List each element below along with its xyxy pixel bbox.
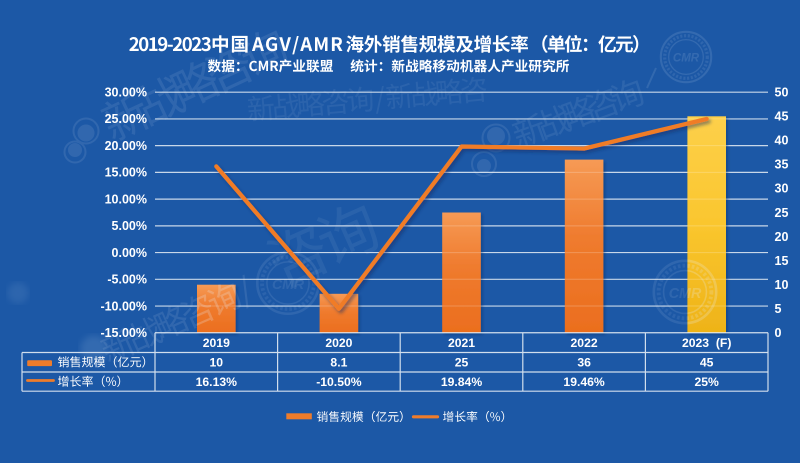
svg-text:19.46%: 19.46% [563,375,604,389]
svg-text:45: 45 [700,355,714,369]
svg-text:36: 36 [577,355,591,369]
svg-text:15: 15 [775,254,789,268]
svg-text:35: 35 [775,158,789,172]
svg-text:25%: 25% [694,375,719,389]
svg-text:30.00%: 30.00% [105,86,147,100]
svg-text:-5.00%: -5.00% [107,273,147,287]
svg-text:-15.00%: -15.00% [100,326,147,340]
svg-text:10: 10 [210,355,224,369]
svg-text:2022: 2022 [571,336,598,350]
svg-text:0.00%: 0.00% [112,246,147,260]
svg-text:10: 10 [775,278,789,292]
svg-text:20.00%: 20.00% [105,139,147,153]
svg-text:25: 25 [775,206,789,220]
svg-text:2021: 2021 [448,336,475,350]
svg-text:25: 25 [455,355,469,369]
svg-text:10.00%: 10.00% [105,192,147,206]
svg-text:50: 50 [775,86,789,100]
svg-text:2020: 2020 [325,336,352,350]
svg-text:-10.00%: -10.00% [100,299,147,313]
svg-text:16.13%: 16.13% [196,375,237,389]
svg-text:30: 30 [775,182,789,196]
svg-text:5.00%: 5.00% [112,219,147,233]
svg-text:-10.50%: -10.50% [316,375,362,389]
svg-text:19.84%: 19.84% [441,375,482,389]
svg-text:8.1: 8.1 [330,355,347,369]
svg-text:0: 0 [775,326,782,340]
svg-text:20: 20 [775,230,789,244]
svg-text:2019: 2019 [203,336,230,350]
svg-text:2023 (F): 2023 (F) [682,336,731,350]
svg-text:25.00%: 25.00% [105,112,147,126]
svg-text:5: 5 [775,302,782,316]
svg-text:45: 45 [775,110,789,124]
svg-text:40: 40 [775,134,789,148]
svg-text:15.00%: 15.00% [105,166,147,180]
